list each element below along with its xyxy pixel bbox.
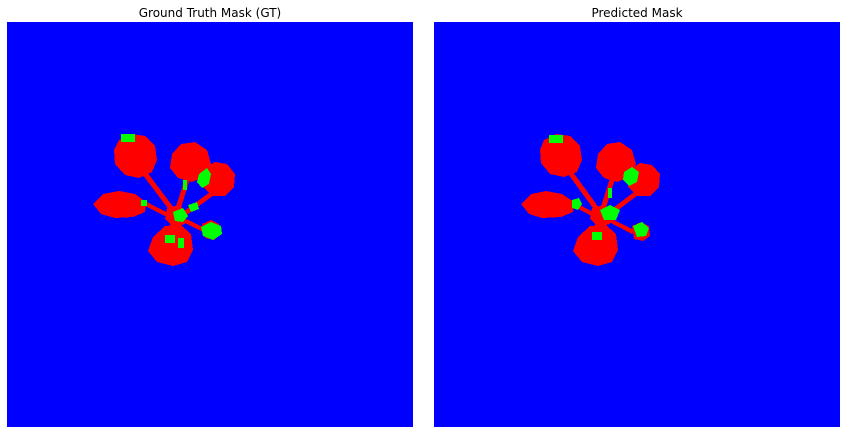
predicted-title: Predicted Mask (591, 6, 683, 20)
secondary-regions (549, 135, 649, 240)
green-region-3 (608, 188, 612, 198)
predicted-mask (434, 22, 840, 427)
leaf-left (93, 191, 146, 218)
ground-truth-title: Ground Truth Mask (GT) (138, 6, 282, 20)
green-region-1 (549, 135, 563, 143)
predicted-panel: Predicted Mask (434, 0, 840, 427)
stem-top-center (599, 178, 615, 214)
leaf-left (521, 191, 574, 218)
leaf-top-left (540, 134, 582, 177)
leaf-right (203, 162, 235, 196)
green-region-5 (600, 205, 620, 220)
leaf-bottom (148, 225, 193, 266)
leaf-top-center (170, 142, 211, 182)
green-region-7 (201, 222, 222, 240)
green-region-8 (165, 235, 175, 243)
leaf-top-left (114, 134, 157, 178)
green-region-6 (141, 200, 147, 206)
stem-top-left (142, 172, 177, 215)
green-region-4 (188, 202, 199, 212)
green-region-2 (623, 167, 639, 186)
stem-top-left (568, 172, 602, 215)
green-region-1 (121, 134, 135, 142)
green-region-6 (633, 222, 649, 237)
stem-small-right (605, 217, 634, 234)
green-region-5 (173, 208, 188, 222)
leaf-bottom (573, 225, 618, 266)
ground-truth-panel: Ground Truth Mask (GT) (7, 0, 413, 427)
green-region-7 (592, 232, 602, 240)
green-region-9 (178, 238, 184, 248)
green-region-4 (572, 198, 582, 210)
green-region-3 (183, 180, 187, 190)
secondary-regions (121, 134, 222, 248)
ground-truth-mask (7, 22, 413, 427)
green-region-2 (197, 168, 211, 188)
